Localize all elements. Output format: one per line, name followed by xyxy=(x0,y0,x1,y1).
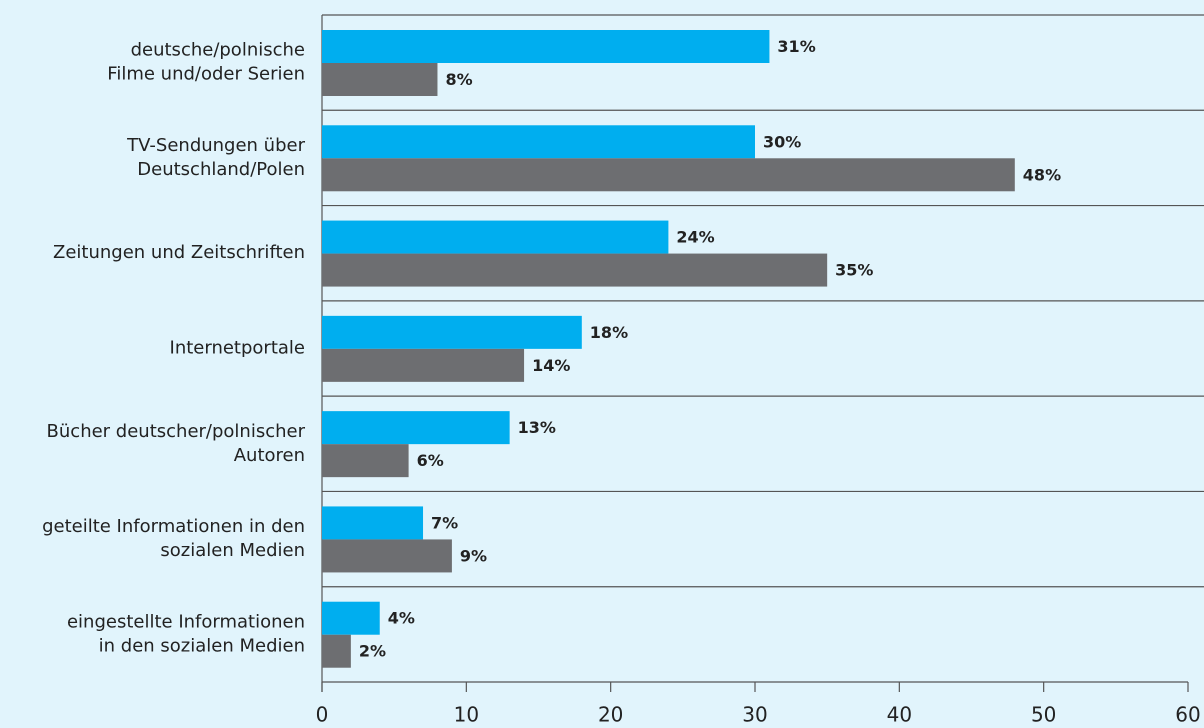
x-tick-label: 40 xyxy=(887,703,912,727)
category-label: Bücher deutscher/polnischer Autoren xyxy=(47,421,306,466)
category-line: deutsche/polnische xyxy=(131,40,305,61)
bar xyxy=(322,506,424,540)
x-tick-label: 0 xyxy=(316,703,329,727)
bar xyxy=(322,539,452,573)
value-label: 30% xyxy=(763,132,801,151)
value-label: 8% xyxy=(445,70,472,89)
x-tick-label: 20 xyxy=(598,703,623,727)
category-label: eingestellte Informationen in den soziale… xyxy=(67,611,305,656)
category-line: geteilte Informationen in den xyxy=(42,516,305,537)
value-label: 14% xyxy=(532,356,570,375)
category-label: geteilte Informationen in den sozialen Me… xyxy=(42,516,305,561)
value-label: 7% xyxy=(431,513,458,532)
category-label: TV-Sendungen über Deutschland/Polen xyxy=(126,135,305,180)
category-line: Deutschland/Polen xyxy=(137,159,305,180)
bar xyxy=(322,634,351,668)
bar xyxy=(322,348,525,382)
bar xyxy=(322,444,409,478)
category-label: Zeitungen und Zeitschriften xyxy=(53,242,305,263)
bar xyxy=(322,63,438,96)
value-label: 24% xyxy=(676,228,714,247)
bar xyxy=(322,158,1015,192)
x-tick-label: 10 xyxy=(454,703,479,727)
category-label: deutsche/polnische Filme und/oder Serien xyxy=(107,40,305,85)
category-line: Bücher deutscher/polnischer xyxy=(47,421,306,442)
bar xyxy=(322,601,380,635)
category-line: Autoren xyxy=(234,445,305,466)
value-label: 18% xyxy=(590,323,628,342)
value-label: 6% xyxy=(417,451,444,470)
category-line: Internetportale xyxy=(170,338,305,359)
bar xyxy=(322,253,828,287)
bar xyxy=(322,125,755,159)
value-label: 35% xyxy=(835,261,873,280)
value-label: 2% xyxy=(359,642,386,661)
value-label: 9% xyxy=(460,546,487,565)
category-line: Zeitungen und Zeitschriften xyxy=(53,242,305,263)
category-line: sozialen Medien xyxy=(160,540,305,561)
category-line: TV-Sendungen über xyxy=(126,135,305,156)
category-line: eingestellte Informationen xyxy=(67,611,305,632)
value-label: 4% xyxy=(388,609,415,628)
category-line: Filme und/oder Serien xyxy=(107,64,305,85)
bar xyxy=(322,411,510,445)
x-tick-label: 60 xyxy=(1175,703,1200,727)
value-label: 13% xyxy=(518,418,556,437)
bar xyxy=(322,220,669,254)
x-tick-label: 50 xyxy=(1031,703,1056,727)
category-label: Internetportale xyxy=(170,338,305,359)
category-line: in den sozialen Medien xyxy=(99,635,305,656)
value-label: 31% xyxy=(777,37,815,56)
value-label: 48% xyxy=(1023,165,1061,184)
x-tick-label: 30 xyxy=(742,703,767,727)
bar xyxy=(322,315,582,349)
bar xyxy=(322,30,770,63)
